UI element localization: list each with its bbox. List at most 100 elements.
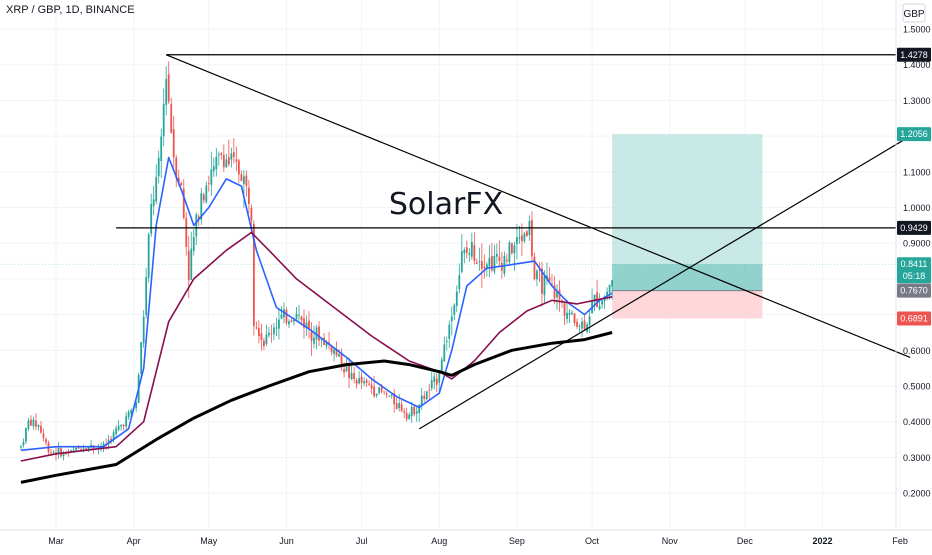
- candle-body: [408, 414, 411, 419]
- candle-body: [458, 275, 461, 290]
- candle-body: [400, 404, 403, 411]
- candle-body: [518, 237, 521, 239]
- candle-body: [20, 446, 22, 448]
- candle-body: [373, 386, 376, 397]
- price-labels-layer: 1.4278 1.2056 0.9429 0.8411 05:18 0.7670 0.689…: [897, 47, 931, 326]
- candle-body: [601, 300, 603, 305]
- candle-body: [365, 380, 368, 383]
- candle-body: [543, 276, 546, 296]
- candle-body: [350, 372, 353, 380]
- candle-body: [75, 447, 77, 451]
- candle-body: [453, 304, 456, 316]
- candle-body: [140, 342, 143, 374]
- candle-body: [403, 411, 406, 413]
- candle-body: [293, 320, 295, 322]
- candle-body: [27, 420, 30, 429]
- currency-badge[interactable]: [902, 3, 926, 23]
- candle-body: [187, 250, 190, 281]
- candles-layer: [20, 61, 614, 461]
- candle-body: [207, 183, 210, 184]
- candle-body: [263, 340, 265, 347]
- x-tick-label: May: [200, 536, 218, 546]
- candle-body: [220, 153, 223, 155]
- ema_fast-line: [20, 156, 613, 452]
- candle-body: [110, 438, 113, 441]
- candle-body: [393, 393, 396, 405]
- candle-body: [57, 447, 60, 454]
- candle-body: [330, 346, 333, 353]
- time-axis-layer: Mar Apr May Jun Jul Aug Sep Oct Nov Dec 2022 Feb: [0, 529, 932, 546]
- candle-body: [465, 247, 468, 253]
- candle-body: [268, 332, 270, 336]
- candle-body: [197, 216, 200, 220]
- candle-body: [117, 425, 120, 430]
- candle-body: [460, 251, 463, 272]
- candle-body: [448, 324, 451, 339]
- candle-body: [521, 235, 523, 242]
- candle-body: [40, 425, 42, 433]
- candle-body: [245, 175, 248, 186]
- candle-body: [333, 349, 335, 354]
- symbol-title[interactable]: XRP / GBP, 1D, BINANCE: [6, 4, 135, 16]
- candle-body: [463, 249, 466, 254]
- candle-body: [37, 424, 40, 428]
- candle-body: [363, 381, 366, 384]
- candle-body: [87, 446, 90, 450]
- candle-body: [155, 177, 158, 202]
- candle-body: [498, 256, 501, 262]
- candle-body: [358, 378, 361, 384]
- price-label-tag: [897, 283, 931, 298]
- candle-body: [165, 78, 168, 105]
- candle-body: [45, 439, 47, 443]
- candle-body: [503, 255, 506, 274]
- candle-body: [428, 389, 431, 391]
- candle-body: [150, 204, 153, 234]
- candle-body: [112, 432, 115, 440]
- candle-body: [190, 248, 193, 280]
- y-tick-label: 1.0000: [903, 203, 931, 213]
- candle-body: [581, 321, 583, 329]
- candle-body: [571, 312, 573, 314]
- candle-body: [167, 74, 170, 102]
- candle-body: [511, 243, 513, 254]
- x-tick-label: Nov: [662, 536, 679, 546]
- candle-body: [578, 326, 581, 328]
- candle-body: [541, 268, 543, 294]
- candle-body: [473, 244, 476, 261]
- candle-body: [135, 402, 138, 409]
- candle-body: [335, 348, 338, 356]
- price-label-tag: [897, 127, 931, 142]
- candle-body: [606, 291, 608, 296]
- candle-body: [250, 207, 253, 221]
- y-tick-label: 0.4000: [903, 417, 931, 427]
- candle-body: [516, 237, 518, 245]
- candle-body: [495, 253, 498, 257]
- price-label-tag: [897, 257, 931, 284]
- candle-body: [353, 373, 355, 380]
- candle-body: [435, 378, 438, 385]
- candle-body: [212, 166, 215, 171]
- trendline: [418, 135, 911, 430]
- candle-body: [313, 337, 315, 344]
- candle-body: [375, 393, 378, 396]
- y-tick-label: 1.1000: [903, 167, 931, 177]
- x-tick-label: Oct: [585, 536, 600, 546]
- candle-body: [170, 104, 173, 133]
- candle-body: [265, 334, 268, 344]
- candle-body: [275, 327, 278, 329]
- candle-body: [157, 157, 160, 177]
- candle-body: [598, 305, 601, 310]
- candle-body: [185, 218, 188, 247]
- price-label-text: 0.8411: [901, 259, 928, 269]
- candle-body: [107, 439, 110, 443]
- candle-body: [536, 270, 538, 280]
- candle-body: [232, 152, 235, 158]
- y-tick-label: 1.5000: [903, 25, 931, 35]
- candle-body: [576, 321, 578, 327]
- candle-body: [315, 327, 318, 340]
- candle-body: [506, 259, 508, 261]
- price-label-tag: [897, 220, 931, 235]
- candle-body: [172, 129, 175, 158]
